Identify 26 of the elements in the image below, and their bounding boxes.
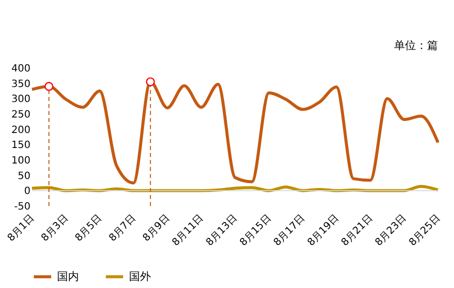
x-tick-label: 8月1日 <box>6 212 37 244</box>
y-tick-label: 400 <box>11 64 30 74</box>
y-tick-label: 300 <box>11 94 30 106</box>
y-tick-label: -50 <box>14 202 30 212</box>
y-tick-label: 50 <box>18 170 30 182</box>
x-tick-label: 8月25日 <box>407 212 443 248</box>
y-tick-label: 350 <box>11 78 30 90</box>
x-tick-label: 8月13日 <box>204 212 240 248</box>
y-tick-label: 0 <box>24 186 30 198</box>
x-tick-label: 8月15日 <box>238 212 274 248</box>
y-tick-label: 200 <box>11 124 30 136</box>
x-tick-label: 8月21日 <box>340 212 376 248</box>
x-tick-label: 8月3日 <box>40 212 71 244</box>
x-tick-label: 8月11日 <box>170 212 206 248</box>
x-tick-label: 8月5日 <box>73 212 104 244</box>
legend-label: 国内 <box>57 270 79 283</box>
x-tick-label: 8月17日 <box>272 212 308 248</box>
x-tick-label: 8月23日 <box>373 212 409 248</box>
y-tick-label: 150 <box>11 140 30 152</box>
y-tick-label: 250 <box>11 110 30 120</box>
x-tick-label: 8月7日 <box>107 212 138 244</box>
legend-label: 国外 <box>129 270 151 283</box>
y-tick-label: 100 <box>11 156 30 166</box>
x-tick-label: 8月19日 <box>306 212 342 248</box>
text: 单位：篇 <box>394 39 438 52</box>
x-tick-label: 8月9日 <box>141 212 172 244</box>
